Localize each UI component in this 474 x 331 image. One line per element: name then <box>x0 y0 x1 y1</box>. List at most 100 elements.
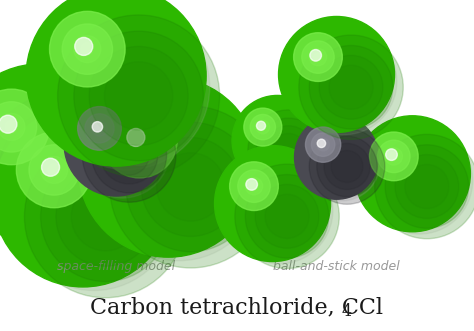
Circle shape <box>385 148 402 165</box>
Circle shape <box>0 93 144 255</box>
Circle shape <box>13 124 112 223</box>
Circle shape <box>110 106 272 268</box>
Circle shape <box>133 134 146 146</box>
Circle shape <box>279 17 394 132</box>
Circle shape <box>386 149 397 161</box>
Circle shape <box>58 15 219 177</box>
Circle shape <box>264 126 313 175</box>
Circle shape <box>244 108 282 146</box>
Circle shape <box>28 139 97 208</box>
Circle shape <box>255 184 319 248</box>
Circle shape <box>303 123 380 201</box>
Circle shape <box>74 31 203 161</box>
Circle shape <box>314 53 322 61</box>
Circle shape <box>64 92 168 196</box>
Circle shape <box>366 127 473 234</box>
Circle shape <box>250 115 275 140</box>
Circle shape <box>75 37 93 55</box>
Circle shape <box>329 65 373 109</box>
Circle shape <box>302 41 334 73</box>
Circle shape <box>42 158 60 176</box>
Circle shape <box>317 139 326 148</box>
Circle shape <box>5 120 18 133</box>
Circle shape <box>369 132 418 181</box>
Circle shape <box>317 138 329 151</box>
Circle shape <box>319 55 383 119</box>
Circle shape <box>246 179 257 190</box>
Circle shape <box>71 182 140 251</box>
Circle shape <box>374 134 474 239</box>
Circle shape <box>156 153 225 221</box>
Circle shape <box>0 114 25 140</box>
Circle shape <box>0 109 128 239</box>
Circle shape <box>141 137 240 236</box>
Circle shape <box>82 109 176 202</box>
Text: ball-and-stick model: ball-and-stick model <box>273 260 400 273</box>
Circle shape <box>126 127 153 154</box>
Circle shape <box>378 140 410 172</box>
Circle shape <box>62 24 112 74</box>
Circle shape <box>56 167 155 266</box>
Circle shape <box>85 114 114 143</box>
Circle shape <box>26 0 206 166</box>
Circle shape <box>0 64 130 244</box>
Circle shape <box>331 151 363 182</box>
Circle shape <box>317 136 377 197</box>
Circle shape <box>215 146 330 261</box>
Text: Carbon tetrachloride, CCl: Carbon tetrachloride, CCl <box>91 296 383 318</box>
Circle shape <box>81 43 94 55</box>
Circle shape <box>91 118 166 193</box>
Circle shape <box>100 127 158 184</box>
Circle shape <box>96 95 262 261</box>
Circle shape <box>355 116 470 232</box>
Circle shape <box>0 89 49 165</box>
Circle shape <box>78 77 258 257</box>
Circle shape <box>109 136 149 175</box>
Circle shape <box>0 107 173 287</box>
Circle shape <box>390 152 398 161</box>
Circle shape <box>309 48 327 66</box>
Circle shape <box>311 133 335 156</box>
Circle shape <box>250 182 258 190</box>
Circle shape <box>48 164 61 176</box>
Circle shape <box>49 11 125 87</box>
Circle shape <box>91 120 107 136</box>
Circle shape <box>41 157 68 183</box>
Circle shape <box>293 33 342 81</box>
Circle shape <box>290 28 397 135</box>
Circle shape <box>127 128 145 146</box>
Circle shape <box>229 162 278 211</box>
Circle shape <box>309 45 393 129</box>
Circle shape <box>96 125 103 132</box>
Circle shape <box>114 115 164 166</box>
Circle shape <box>241 105 324 188</box>
Circle shape <box>324 143 370 190</box>
Circle shape <box>309 129 385 204</box>
Circle shape <box>11 125 176 291</box>
Circle shape <box>265 194 309 238</box>
Text: space-filling model: space-filling model <box>57 260 175 273</box>
Circle shape <box>101 102 177 178</box>
Circle shape <box>272 133 306 168</box>
Circle shape <box>78 107 121 150</box>
Circle shape <box>74 36 101 63</box>
Circle shape <box>0 115 17 133</box>
Circle shape <box>104 62 173 130</box>
Circle shape <box>235 164 339 268</box>
Circle shape <box>245 177 263 195</box>
Circle shape <box>310 50 321 61</box>
Circle shape <box>256 120 270 134</box>
Circle shape <box>294 115 379 199</box>
Circle shape <box>395 155 459 218</box>
Circle shape <box>232 95 322 186</box>
Circle shape <box>25 136 186 298</box>
Circle shape <box>89 46 188 145</box>
Circle shape <box>92 121 102 132</box>
Circle shape <box>305 127 341 162</box>
Circle shape <box>405 165 449 209</box>
Circle shape <box>44 4 210 170</box>
Circle shape <box>320 142 326 148</box>
Circle shape <box>0 82 134 248</box>
Circle shape <box>385 145 469 228</box>
Text: 4: 4 <box>342 303 352 320</box>
